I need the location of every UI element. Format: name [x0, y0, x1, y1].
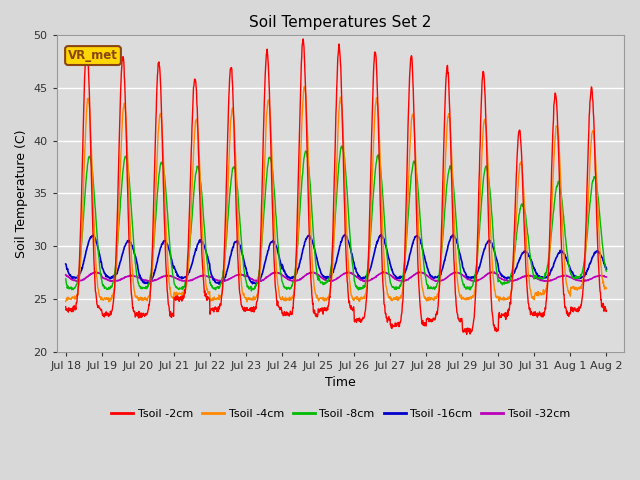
Tsoil -4cm — [492, 289, 499, 295]
Tsoil -16cm — [215, 281, 223, 287]
Tsoil -4cm — [243, 299, 251, 305]
Tsoil -16cm — [169, 263, 177, 269]
Tsoil -8cm — [420, 269, 428, 275]
Line: Tsoil -4cm: Tsoil -4cm — [66, 86, 607, 302]
Tsoil -4cm — [301, 84, 308, 89]
Tsoil -4cm — [420, 295, 428, 301]
Tsoil -2cm — [420, 322, 428, 328]
Tsoil -32cm — [539, 277, 547, 283]
Tsoil -2cm — [243, 305, 250, 311]
Line: Tsoil -16cm: Tsoil -16cm — [66, 235, 607, 284]
Tsoil -16cm — [492, 252, 499, 258]
Tsoil -2cm — [182, 280, 190, 286]
Tsoil -8cm — [248, 288, 255, 294]
Tsoil -4cm — [243, 295, 250, 300]
Tsoil -16cm — [539, 275, 547, 280]
Tsoil -32cm — [400, 278, 408, 284]
Tsoil -16cm — [603, 266, 611, 272]
Tsoil -2cm — [603, 308, 611, 313]
Title: Soil Temperatures Set 2: Soil Temperatures Set 2 — [250, 15, 432, 30]
Tsoil -16cm — [62, 261, 70, 267]
Tsoil -8cm — [539, 275, 547, 281]
Tsoil -4cm — [62, 299, 70, 304]
Tsoil -32cm — [492, 270, 499, 276]
Tsoil -8cm — [169, 272, 177, 278]
Tsoil -2cm — [169, 312, 177, 318]
Tsoil -32cm — [182, 278, 190, 284]
Tsoil -16cm — [378, 232, 385, 238]
Tsoil -8cm — [243, 280, 250, 286]
Line: Tsoil -8cm: Tsoil -8cm — [66, 146, 607, 291]
Tsoil -16cm — [182, 274, 190, 280]
Tsoil -8cm — [603, 268, 611, 274]
Line: Tsoil -32cm: Tsoil -32cm — [66, 272, 607, 281]
Tsoil -32cm — [62, 272, 70, 277]
Tsoil -16cm — [243, 271, 251, 276]
Tsoil -2cm — [463, 331, 470, 337]
Text: VR_met: VR_met — [68, 49, 118, 62]
Tsoil -8cm — [182, 278, 190, 284]
Tsoil -4cm — [169, 295, 177, 300]
Legend: Tsoil -2cm, Tsoil -4cm, Tsoil -8cm, Tsoil -16cm, Tsoil -32cm: Tsoil -2cm, Tsoil -4cm, Tsoil -8cm, Tsoi… — [107, 405, 575, 423]
Tsoil -2cm — [300, 36, 307, 42]
Line: Tsoil -2cm: Tsoil -2cm — [66, 39, 607, 334]
Tsoil -32cm — [243, 273, 250, 278]
Tsoil -8cm — [338, 143, 346, 149]
X-axis label: Time: Time — [325, 376, 356, 389]
Tsoil -2cm — [492, 328, 499, 334]
Tsoil -32cm — [603, 274, 611, 280]
Tsoil -2cm — [539, 314, 547, 320]
Tsoil -4cm — [539, 290, 547, 296]
Tsoil -32cm — [169, 274, 177, 279]
Tsoil -32cm — [420, 271, 428, 276]
Tsoil -4cm — [182, 283, 190, 289]
Tsoil -8cm — [62, 276, 70, 282]
Tsoil -8cm — [492, 256, 499, 262]
Tsoil -4cm — [603, 286, 611, 291]
Y-axis label: Soil Temperature (C): Soil Temperature (C) — [15, 129, 28, 258]
Tsoil -32cm — [380, 269, 387, 275]
Tsoil -16cm — [420, 254, 428, 260]
Tsoil -2cm — [62, 304, 70, 310]
